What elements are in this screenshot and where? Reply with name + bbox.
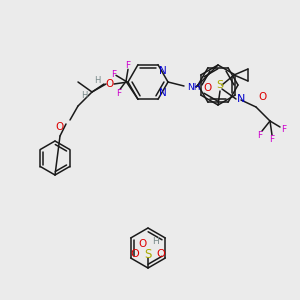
Text: N: N (159, 66, 167, 76)
Text: F: F (111, 70, 117, 79)
Text: F: F (281, 124, 286, 134)
Text: NH: NH (187, 82, 200, 91)
Text: O: O (56, 122, 64, 132)
Text: O: O (139, 239, 147, 249)
Text: H: H (81, 91, 87, 100)
Text: S: S (216, 80, 224, 90)
Text: O: O (258, 92, 266, 102)
Text: F: F (125, 61, 130, 70)
Text: F: F (257, 131, 262, 140)
Text: O: O (130, 249, 140, 259)
Text: O: O (105, 79, 113, 89)
Text: O: O (157, 249, 165, 259)
Text: H: H (152, 238, 159, 247)
Text: F: F (116, 89, 122, 98)
Text: N: N (237, 94, 245, 104)
Text: N: N (159, 88, 167, 98)
Text: O: O (204, 83, 212, 93)
Text: H: H (94, 76, 101, 85)
Text: F: F (269, 134, 275, 143)
Text: S: S (144, 248, 152, 260)
